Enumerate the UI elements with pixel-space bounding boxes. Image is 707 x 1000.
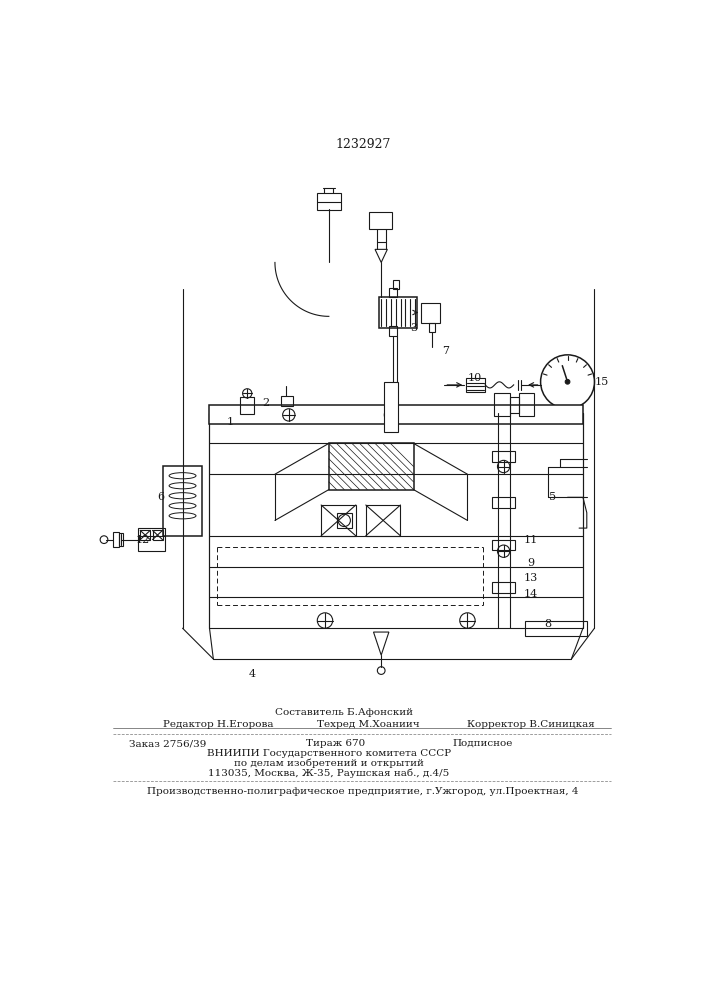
Text: 6: 6 (158, 492, 165, 502)
Bar (366, 505, 400, 536)
Bar (492, 540, 515, 550)
Circle shape (565, 379, 570, 384)
Bar (138, 528, 165, 551)
Text: 113035, Москва, Ж-35, Раушская наб., д.4/5: 113035, Москва, Ж-35, Раушская наб., д.4… (209, 769, 450, 778)
Text: Техред М.Хоаниич: Техред М.Хоаниич (317, 720, 420, 729)
Text: Заказ 2756/39: Заказ 2756/39 (129, 739, 206, 748)
Bar (113, 532, 119, 547)
Bar (494, 393, 510, 416)
Bar (379, 297, 417, 328)
Text: Подписное: Подписное (452, 739, 513, 748)
Bar (492, 497, 515, 508)
Text: 13: 13 (523, 573, 538, 583)
Bar (385, 382, 398, 432)
Text: 1232927: 1232927 (335, 138, 390, 151)
Text: 7: 7 (443, 346, 450, 356)
Text: 9: 9 (527, 558, 534, 568)
Bar (492, 582, 515, 593)
Bar (510, 397, 519, 413)
Text: 5: 5 (549, 492, 556, 502)
Text: 14: 14 (523, 589, 538, 599)
Bar (281, 396, 293, 406)
Text: Производственно-полиграфическое предприятие, г.Ужгород, ул.Проектная, 4: Производственно-полиграфическое предприя… (147, 787, 578, 796)
Bar (466, 378, 485, 392)
Bar (209, 405, 583, 424)
Text: 15: 15 (595, 377, 609, 387)
Bar (519, 393, 534, 416)
Bar (393, 280, 399, 289)
Bar (337, 513, 352, 528)
Text: ВНИИПИ Государственного комитета СССР: ВНИИПИ Государственного комитета СССР (206, 749, 451, 758)
Bar (525, 620, 587, 636)
Text: 1: 1 (227, 417, 234, 427)
Bar (369, 212, 392, 229)
Bar (240, 397, 254, 414)
Bar (140, 530, 150, 540)
Text: 11: 11 (523, 535, 538, 545)
Text: Составитель Б.Афонский: Составитель Б.Афонский (275, 708, 414, 717)
Bar (119, 533, 123, 546)
Text: по делам изобретений и открытий: по делам изобретений и открытий (234, 759, 423, 768)
Bar (389, 326, 397, 336)
Bar (429, 323, 435, 332)
Text: 3: 3 (410, 323, 417, 333)
Text: Корректор В.Синицкая: Корректор В.Синицкая (467, 720, 595, 729)
Text: 12: 12 (135, 535, 150, 545)
Bar (317, 193, 341, 210)
Text: 4: 4 (248, 669, 255, 679)
Text: 8: 8 (544, 619, 552, 629)
Bar (329, 443, 414, 490)
Bar (421, 303, 440, 323)
Text: Редактор Н.Егорова: Редактор Н.Егорова (163, 720, 274, 729)
Bar (321, 505, 356, 536)
Text: 2: 2 (262, 398, 269, 408)
Text: Тираж 670: Тираж 670 (305, 739, 365, 748)
Bar (389, 288, 397, 297)
Bar (163, 466, 201, 536)
Bar (492, 451, 515, 462)
Bar (153, 530, 163, 540)
Text: 10: 10 (468, 373, 482, 383)
